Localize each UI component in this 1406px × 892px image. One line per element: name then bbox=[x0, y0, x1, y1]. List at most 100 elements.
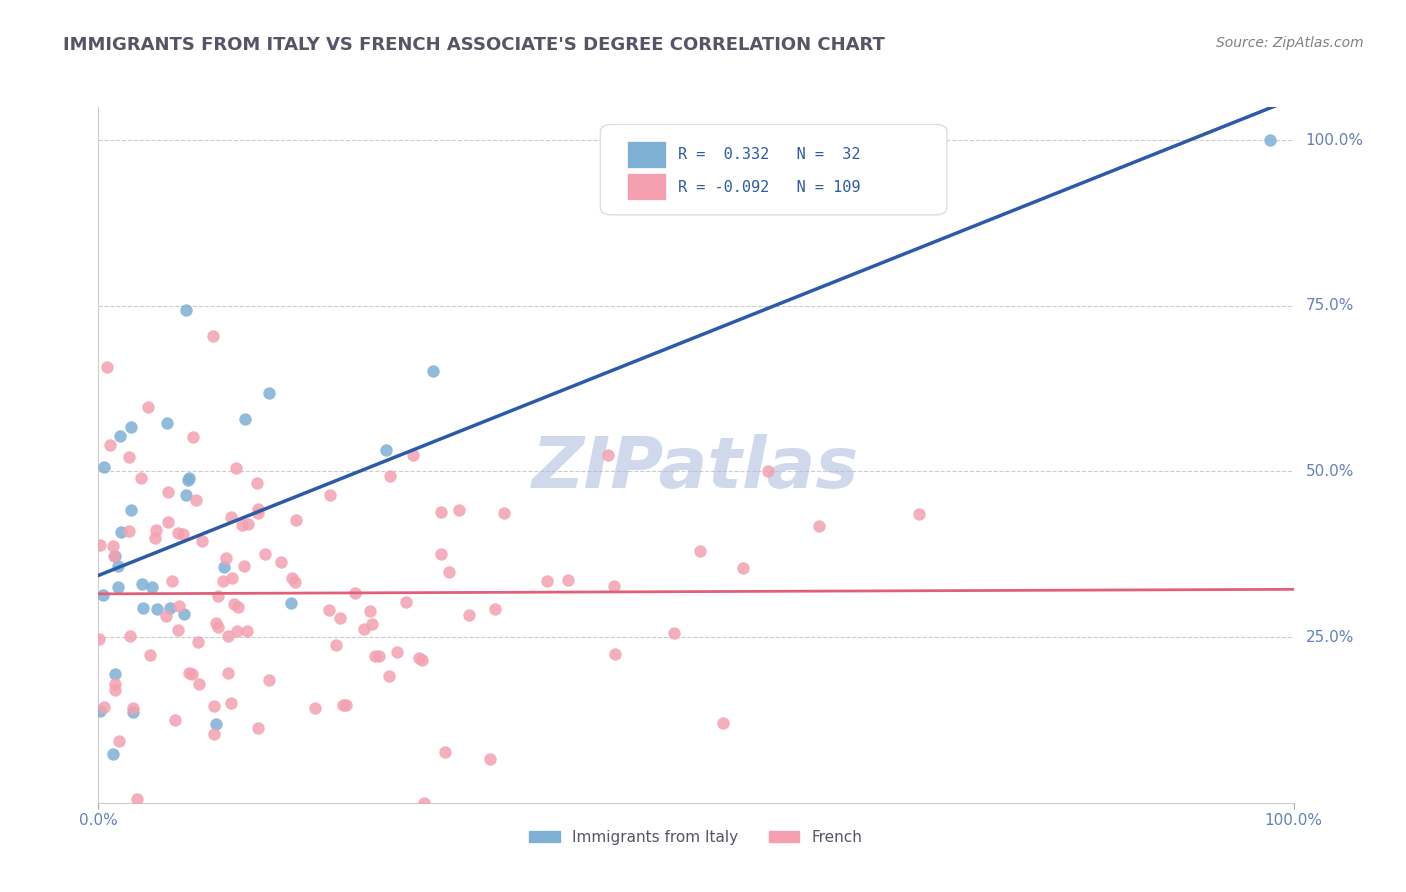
Point bbox=[172, 526, 194, 541]
Point bbox=[378, 468, 401, 483]
Point bbox=[422, 364, 444, 378]
Point bbox=[711, 715, 734, 730]
Point bbox=[335, 698, 357, 712]
Point bbox=[231, 518, 253, 533]
Point bbox=[101, 747, 124, 761]
Text: Source: ZipAtlas.com: Source: ZipAtlas.com bbox=[1216, 36, 1364, 50]
Point bbox=[378, 668, 401, 682]
Point bbox=[215, 551, 238, 566]
Point bbox=[108, 734, 131, 748]
Point bbox=[129, 471, 152, 485]
Point bbox=[411, 653, 433, 667]
Point bbox=[375, 442, 398, 457]
Point bbox=[108, 429, 131, 443]
Point bbox=[177, 473, 200, 487]
Point bbox=[557, 573, 579, 587]
Point bbox=[284, 575, 307, 590]
Point bbox=[596, 448, 619, 462]
Point bbox=[413, 796, 436, 810]
Point bbox=[226, 600, 249, 615]
Point bbox=[689, 544, 711, 558]
Point bbox=[217, 666, 239, 681]
Point bbox=[207, 620, 229, 634]
Point bbox=[202, 698, 225, 713]
Point bbox=[155, 609, 177, 624]
Point bbox=[121, 701, 143, 715]
Point bbox=[132, 600, 155, 615]
Point bbox=[91, 588, 114, 602]
Point bbox=[174, 488, 197, 502]
Point bbox=[131, 577, 153, 591]
Point bbox=[101, 539, 124, 553]
Point bbox=[756, 464, 779, 478]
Point bbox=[236, 516, 259, 531]
Point bbox=[430, 505, 453, 519]
Point bbox=[166, 623, 188, 637]
Point bbox=[202, 727, 225, 741]
Point bbox=[122, 705, 145, 719]
Point bbox=[280, 571, 302, 585]
Point bbox=[219, 696, 242, 710]
Point bbox=[104, 666, 127, 681]
Point bbox=[160, 574, 183, 588]
Point bbox=[145, 523, 167, 537]
Point bbox=[93, 700, 115, 714]
Point bbox=[329, 611, 352, 625]
Point bbox=[304, 701, 326, 715]
Point bbox=[156, 416, 179, 430]
Point bbox=[280, 596, 302, 610]
Point bbox=[118, 524, 141, 538]
Point bbox=[167, 526, 190, 541]
Point bbox=[120, 629, 142, 643]
Point bbox=[235, 412, 257, 426]
Point bbox=[107, 559, 129, 574]
Text: 50.0%: 50.0% bbox=[1306, 464, 1354, 479]
Point bbox=[484, 601, 506, 615]
Point bbox=[434, 745, 457, 759]
Point bbox=[246, 476, 269, 491]
Point bbox=[165, 713, 187, 727]
Point bbox=[93, 460, 115, 475]
Text: 75.0%: 75.0% bbox=[1306, 298, 1354, 313]
Point bbox=[157, 515, 180, 529]
Bar bbox=[627, 173, 666, 200]
Text: R =  0.332   N =  32: R = 0.332 N = 32 bbox=[678, 147, 860, 161]
Point bbox=[318, 488, 340, 502]
Point bbox=[173, 607, 195, 621]
Point bbox=[353, 622, 375, 636]
Point bbox=[103, 549, 125, 564]
Point bbox=[174, 303, 197, 318]
Point bbox=[430, 547, 453, 561]
Point bbox=[605, 647, 627, 661]
Point bbox=[360, 616, 382, 631]
Point bbox=[318, 603, 340, 617]
Point bbox=[253, 547, 276, 561]
Point bbox=[104, 676, 127, 690]
Point bbox=[107, 580, 129, 594]
Point bbox=[181, 666, 204, 681]
Point bbox=[139, 648, 162, 662]
Point bbox=[104, 549, 127, 563]
Point bbox=[536, 574, 558, 588]
Point bbox=[211, 574, 233, 588]
Point bbox=[325, 638, 347, 652]
Point bbox=[221, 571, 243, 585]
Point bbox=[87, 632, 110, 646]
Point bbox=[232, 558, 254, 573]
Point bbox=[156, 485, 179, 500]
Point bbox=[343, 586, 366, 600]
Point bbox=[89, 538, 111, 552]
Point bbox=[603, 579, 626, 593]
Text: ZIPatlas: ZIPatlas bbox=[533, 434, 859, 503]
Point bbox=[733, 561, 755, 575]
Point bbox=[207, 589, 229, 603]
Point bbox=[364, 649, 387, 664]
Point bbox=[120, 502, 142, 516]
Point bbox=[103, 683, 125, 698]
Point bbox=[96, 360, 118, 375]
Point bbox=[367, 648, 389, 663]
Point bbox=[143, 532, 166, 546]
Point bbox=[257, 386, 280, 401]
Point bbox=[120, 420, 142, 434]
Point bbox=[186, 492, 208, 507]
